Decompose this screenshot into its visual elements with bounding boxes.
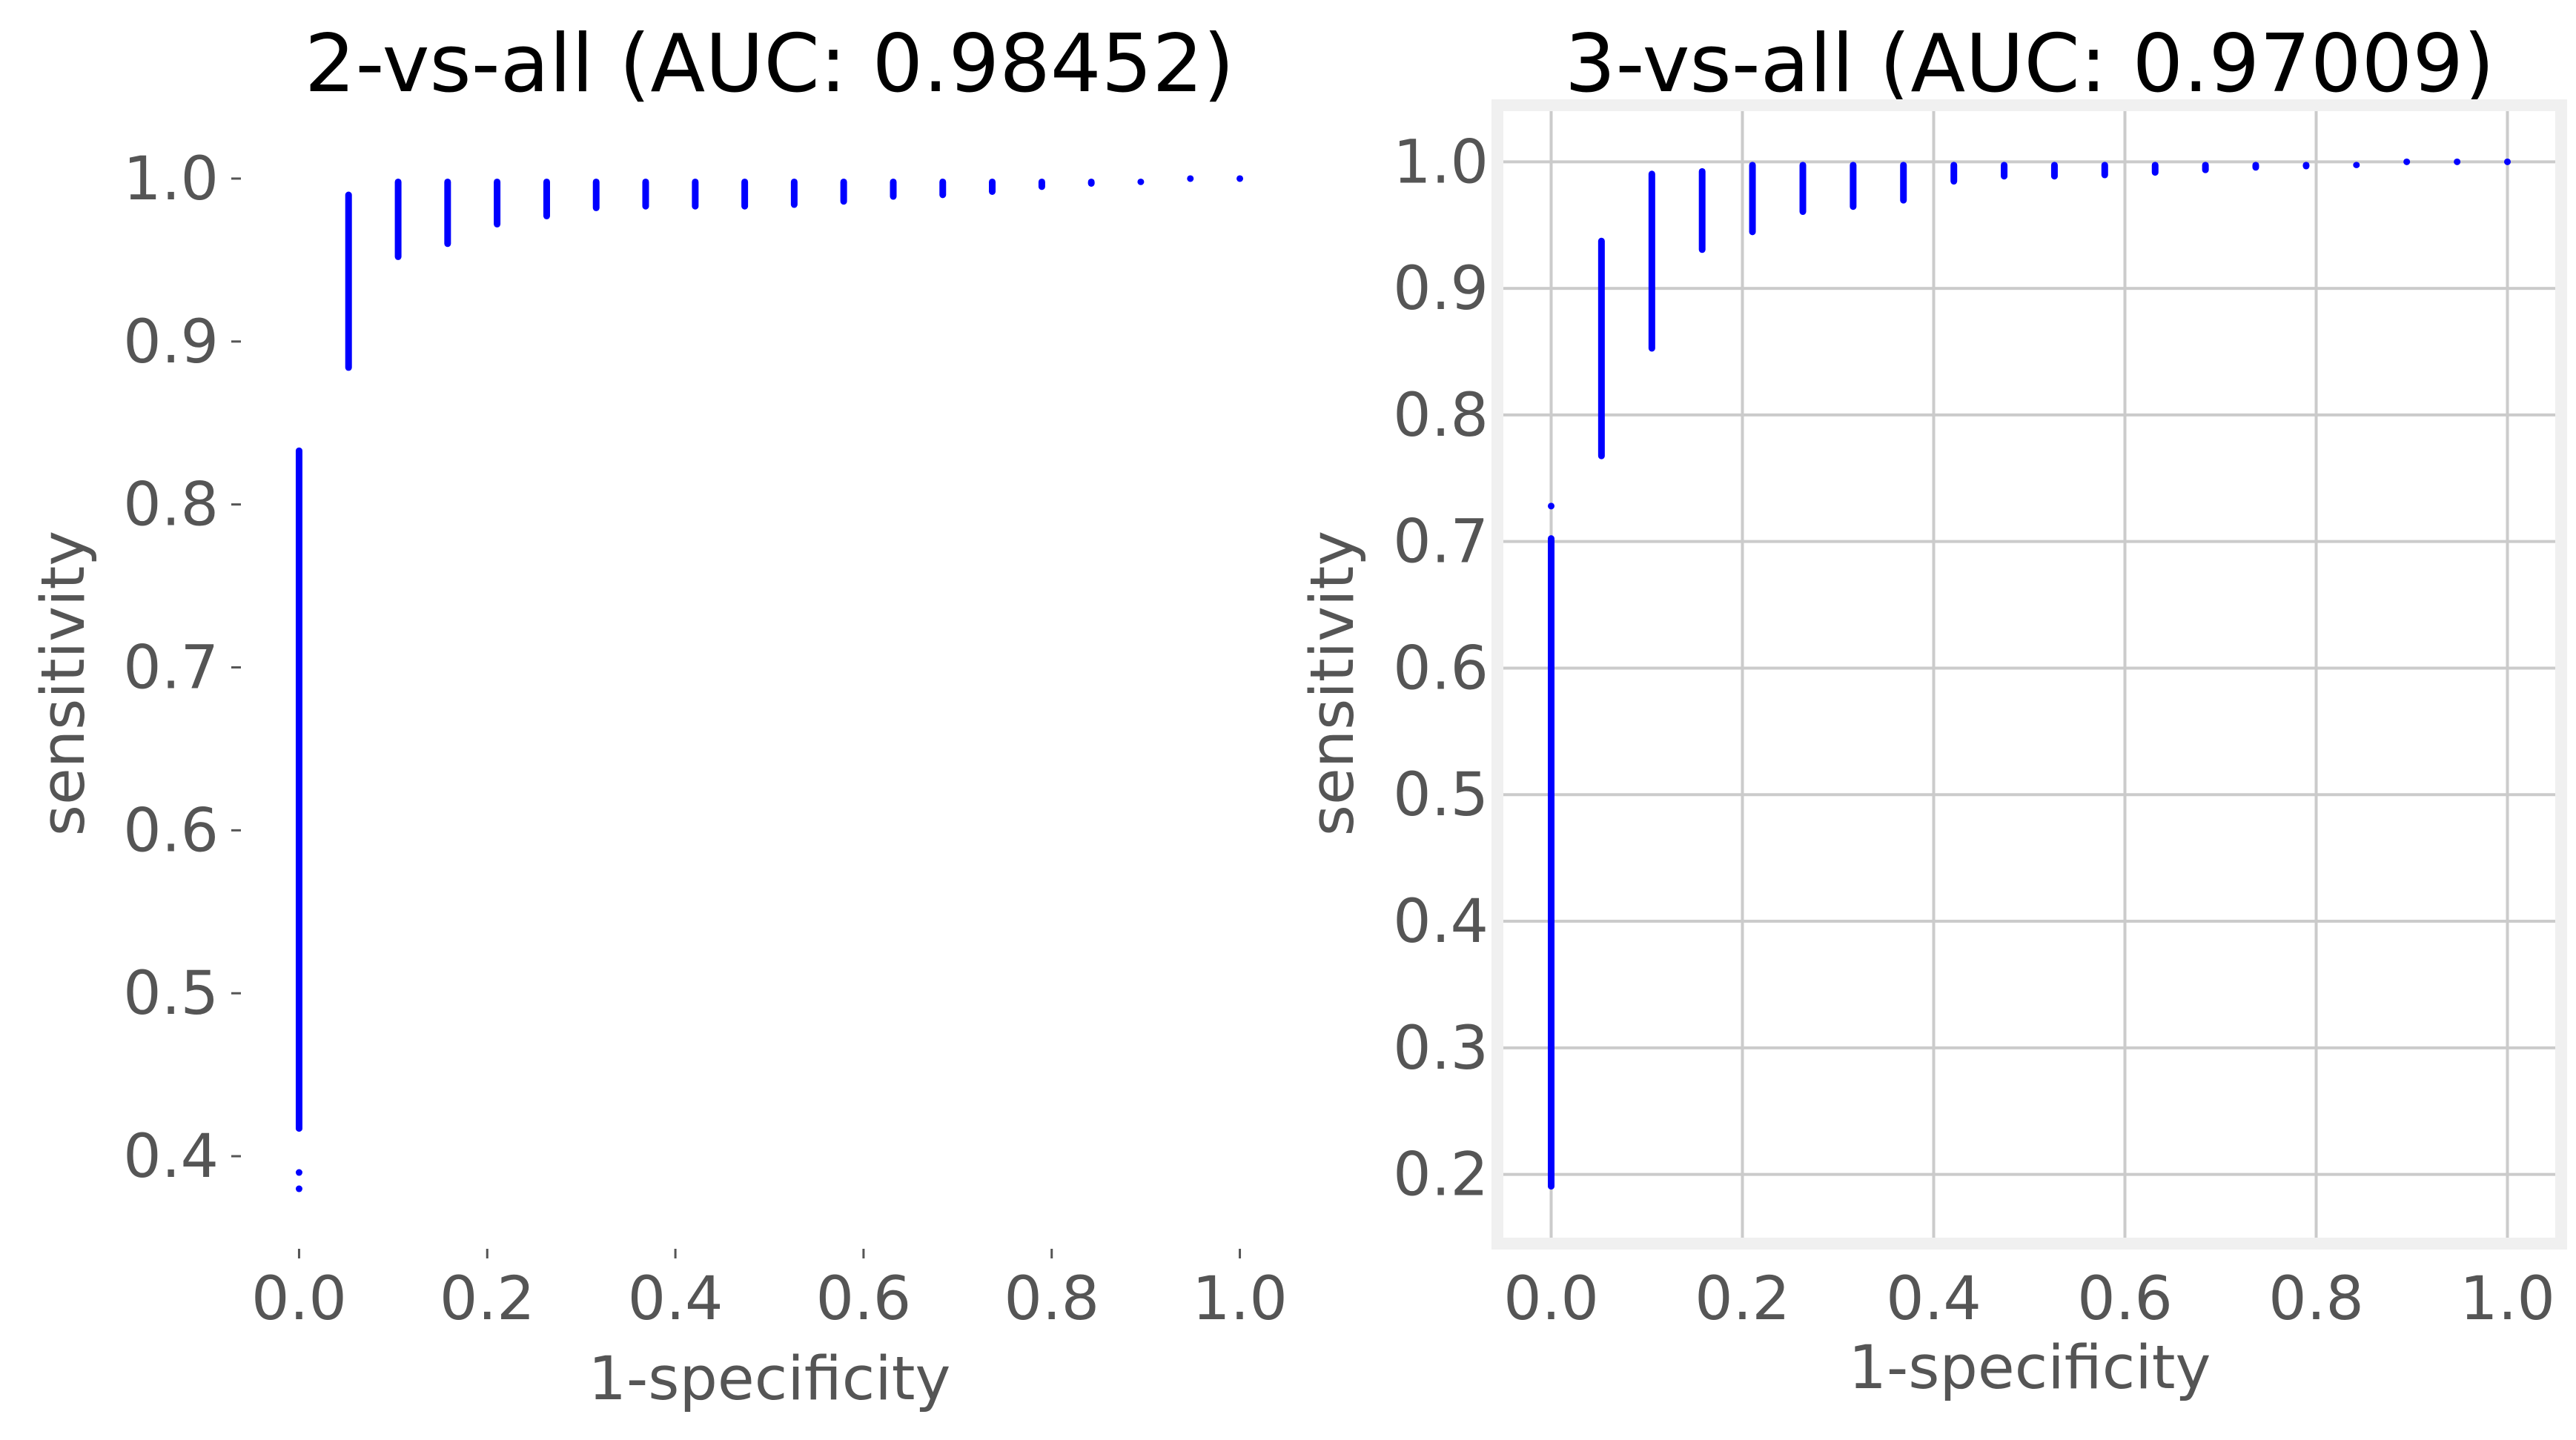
x-axis-label: 1-specificity	[1848, 1333, 2211, 1403]
y-tick-label: 0.6	[1393, 634, 1489, 703]
chart-3-vs-all: 3-vs-all (AUC: 0.97009) 0.0 0.2 0.4 0.6 0.8 1…	[1298, 18, 2567, 1403]
y-axis-label: sensitivity	[1298, 531, 1368, 836]
x-tick-label: 1.0	[1192, 1264, 1288, 1334]
data-point-column	[1850, 162, 1857, 210]
data-point-column	[1137, 178, 1145, 185]
data-point-column	[1548, 535, 1554, 1190]
data-point	[1187, 175, 1194, 182]
y-tick-label: 1.0	[1393, 127, 1489, 197]
data-point-column	[1799, 162, 1807, 216]
y-tick-label: 0.2	[1393, 1141, 1489, 1210]
data-point-column	[2101, 162, 2108, 179]
data-point	[2454, 158, 2461, 165]
data-point-column	[741, 178, 749, 210]
data-point-column	[295, 447, 302, 1132]
y-axis-ticks: 0.4 0.5 0.6 0.7 0.8 0.9 1.0	[123, 145, 241, 1192]
x-tick-label: 0.0	[1503, 1264, 1599, 1334]
data-point-column	[2252, 162, 2259, 171]
x-tick-label: 0.0	[251, 1264, 347, 1334]
data-point-column	[2001, 162, 2008, 180]
data-point-column	[890, 178, 897, 200]
data-point-column	[345, 191, 352, 371]
data-point	[295, 1185, 302, 1192]
data-point-column	[394, 178, 402, 260]
data-point-column	[2353, 162, 2360, 168]
x-tick-label: 0.8	[2268, 1264, 2364, 1334]
data-point	[1548, 502, 1554, 510]
data-point	[295, 1169, 302, 1176]
x-tick-label: 0.4	[1886, 1264, 1981, 1334]
chart-title: 3-vs-all (AUC: 0.97009)	[1565, 18, 2494, 110]
y-axis-ticks: 0.2 0.3 0.4 0.5 0.6 0.7 0.8 0.9 1.0	[1393, 127, 1489, 1210]
y-tick-label: 0.9	[1393, 254, 1489, 324]
y-tick-label: 0.5	[123, 959, 219, 1029]
x-axis-ticks: 0.0 0.2 0.4 0.6 0.8 1.0	[251, 1249, 1288, 1334]
y-tick-label: 1.0	[123, 145, 219, 214]
data-point-column	[1648, 170, 1655, 352]
y-tick-label: 0.4	[123, 1122, 219, 1192]
y-tick-label: 0.5	[1393, 760, 1489, 830]
data-point-column	[692, 178, 699, 210]
data-point-column	[939, 178, 947, 199]
data-point-column	[1749, 162, 1756, 236]
data-point-column	[1597, 237, 1605, 459]
data-point-column	[642, 178, 649, 210]
y-tick-label: 0.6	[123, 796, 219, 866]
data-point-column	[2302, 162, 2310, 170]
data-point-column	[1087, 178, 1095, 187]
data-points	[1548, 158, 2511, 1190]
data-point-column	[1950, 162, 1958, 185]
data-point-column	[444, 178, 451, 248]
data-point-column	[1900, 162, 1907, 204]
data-point-column	[2151, 162, 2159, 176]
x-tick-label: 0.2	[440, 1264, 535, 1334]
y-tick-label: 0.4	[1393, 887, 1489, 957]
data-point-column	[2202, 162, 2209, 173]
chart-2-vs-all: 2-vs-all (AUC: 0.98452) 0.0 0.2 0.4 0.6 0.8 1…	[29, 18, 1288, 1414]
data-point	[2403, 158, 2411, 165]
x-tick-label: 0.6	[2077, 1264, 2173, 1334]
x-tick-label: 0.4	[628, 1264, 724, 1334]
data-point-column	[543, 178, 550, 219]
chart-title: 2-vs-all (AUC: 0.98452)	[305, 18, 1234, 110]
data-point-column	[989, 178, 996, 195]
plot-frame	[1491, 99, 2567, 1250]
data-point	[1236, 175, 1244, 182]
x-tick-label: 1.0	[2460, 1264, 2555, 1334]
data-point-column	[494, 178, 501, 228]
data-point-column	[840, 178, 847, 205]
y-tick-label: 0.8	[1393, 381, 1489, 451]
y-tick-label: 0.9	[123, 308, 219, 377]
y-tick-label: 0.7	[123, 634, 219, 703]
plot-background	[1491, 99, 2567, 1250]
data-point	[2504, 158, 2511, 165]
data-point-column	[1038, 178, 1045, 190]
x-tick-label: 0.2	[1695, 1264, 1790, 1334]
data-points	[295, 175, 1244, 1192]
data-point-column	[1698, 167, 1706, 253]
x-axis-ticks: 0.0 0.2 0.4 0.6 0.8 1.0	[1503, 1264, 2555, 1334]
y-axis-label: sensitivity	[29, 531, 99, 836]
x-axis-label: 1-specificity	[588, 1344, 950, 1414]
y-tick-label: 0.8	[123, 471, 219, 540]
data-point-column	[592, 178, 600, 211]
x-tick-label: 0.6	[815, 1264, 911, 1334]
data-point-column	[2050, 162, 2058, 180]
x-tick-label: 0.8	[1004, 1264, 1099, 1334]
y-tick-label: 0.3	[1393, 1014, 1489, 1084]
y-tick-label: 0.7	[1393, 508, 1489, 577]
data-point-column	[790, 178, 798, 208]
